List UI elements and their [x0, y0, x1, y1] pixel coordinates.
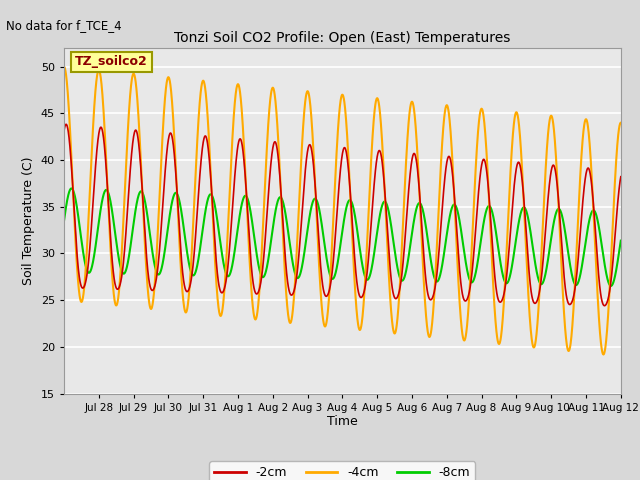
Title: Tonzi Soil CO2 Profile: Open (East) Temperatures: Tonzi Soil CO2 Profile: Open (East) Temp… [174, 32, 511, 46]
Y-axis label: Soil Temperature (C): Soil Temperature (C) [22, 156, 35, 285]
Text: TZ_soilco2: TZ_soilco2 [75, 55, 148, 68]
Text: No data for f_TCE_4: No data for f_TCE_4 [6, 19, 122, 32]
X-axis label: Time: Time [327, 415, 358, 429]
Legend: -2cm, -4cm, -8cm: -2cm, -4cm, -8cm [209, 461, 476, 480]
